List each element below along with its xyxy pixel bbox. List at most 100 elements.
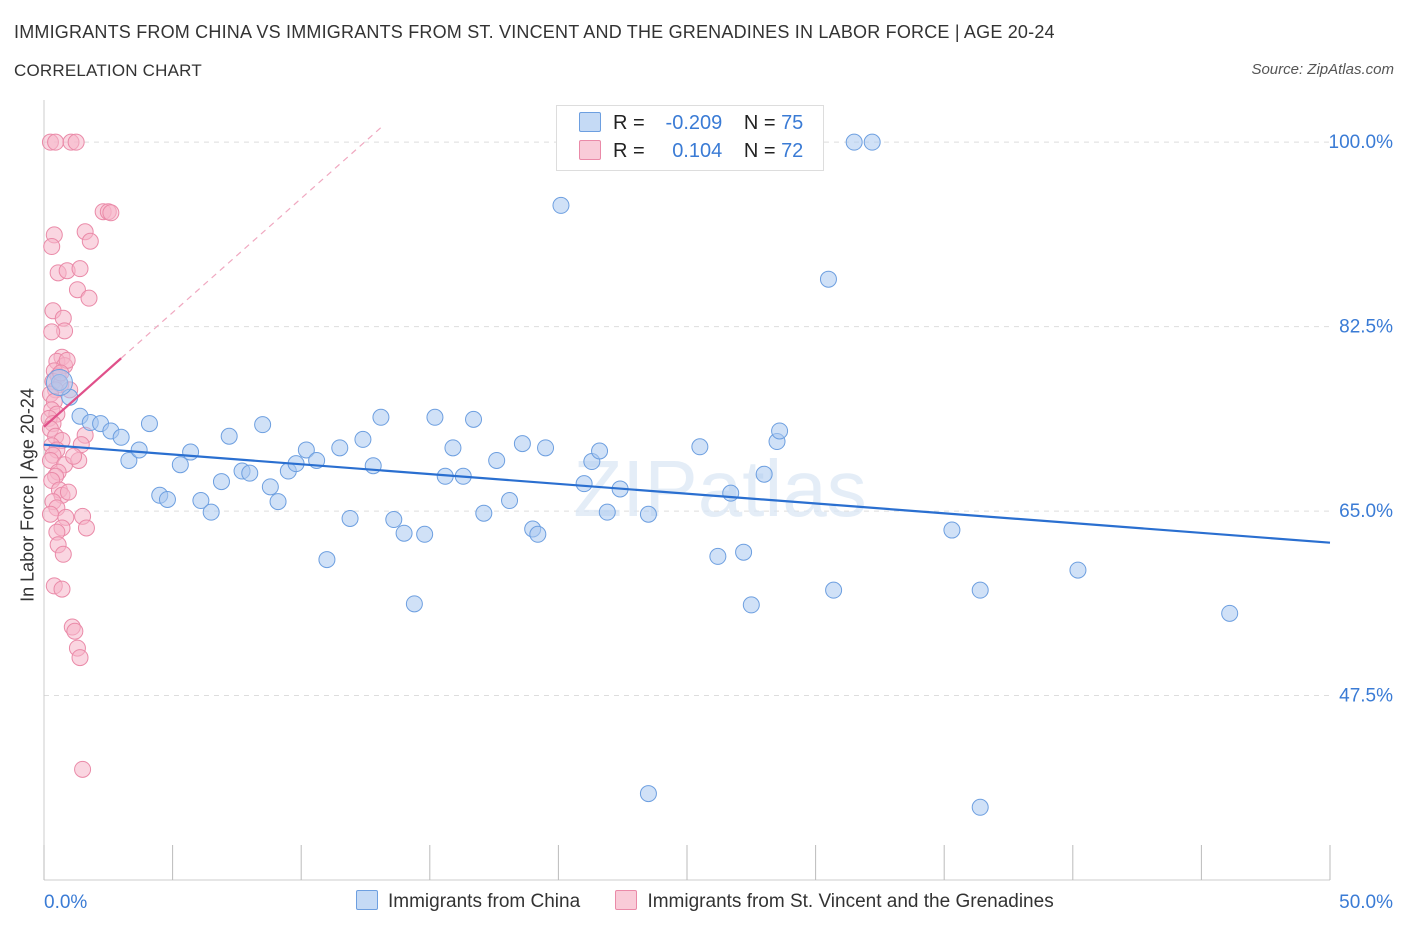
trendline-china: [43, 443, 1331, 544]
data-point-china: [639, 785, 657, 803]
data-point-svg: [71, 649, 89, 667]
series-legend: Immigrants from China Immigrants from St…: [356, 890, 1084, 913]
legend-item-svg: Immigrants from St. Vincent and the Gren…: [615, 890, 1054, 913]
data-point-china: [405, 595, 423, 613]
data-point-china: [465, 410, 483, 428]
data-point-china: [943, 521, 961, 539]
data-point-china: [513, 435, 531, 453]
data-point-svg: [54, 545, 72, 563]
data-point-svg: [43, 238, 61, 256]
data-point-china: [395, 524, 413, 542]
data-point-china: [112, 428, 130, 446]
data-point-china: [691, 438, 709, 456]
data-point-china: [261, 478, 279, 496]
data-point-china: [863, 133, 881, 151]
data-point-china: [575, 475, 593, 493]
data-point-china: [171, 456, 189, 474]
data-point-china: [709, 547, 727, 565]
data-point-svg: [77, 519, 95, 537]
data-point-svg: [53, 580, 71, 598]
legend-r-label: R =: [613, 112, 645, 134]
data-point-china: [444, 439, 462, 457]
data-point-china: [722, 484, 740, 502]
data-point-china: [971, 581, 989, 599]
legend-r-value-china: -0.209: [665, 112, 723, 134]
trendline-svg: [43, 357, 122, 428]
data-point-china: [254, 416, 272, 434]
series-svg-points: [40, 133, 120, 778]
data-point-svg: [80, 289, 98, 307]
data-point-china: [372, 408, 390, 426]
data-point-china: [318, 551, 336, 569]
data-point-china: [639, 505, 657, 523]
data-point-china: [755, 465, 773, 483]
trend-lines: [43, 125, 1331, 544]
data-point-china: [591, 442, 609, 460]
y-tick-label: 65.0%: [1339, 501, 1393, 522]
legend-swatch-china: [356, 890, 378, 910]
series-china-points: [45, 133, 1239, 816]
data-point-china-large: [45, 368, 73, 396]
data-point-china: [364, 457, 382, 475]
data-point-china: [825, 581, 843, 599]
data-point-china: [475, 504, 493, 522]
data-point-svg: [66, 622, 84, 640]
data-point-china: [331, 439, 349, 457]
legend-row-svg: R = 0.104 N = 72: [579, 140, 803, 166]
data-point-china: [130, 441, 148, 459]
data-point-svg: [74, 760, 92, 778]
data-point-china: [735, 543, 753, 561]
legend-n-label: N =: [743, 140, 776, 162]
data-point-china: [598, 503, 616, 521]
data-point-svg: [67, 133, 85, 151]
data-point-china: [341, 509, 359, 527]
data-point-china: [140, 415, 158, 433]
trendline-svg-extension: [120, 125, 383, 359]
data-point-svg: [81, 232, 99, 250]
data-point-china: [269, 493, 287, 511]
data-point-china: [182, 443, 200, 461]
grid-lines: [44, 141, 1330, 697]
legend-label-china: Immigrants from China: [388, 891, 581, 912]
data-point-china: [212, 473, 230, 491]
data-point-svg: [47, 133, 65, 151]
data-point-china: [537, 439, 555, 457]
data-point-china: [819, 270, 837, 288]
axes: [43, 100, 1331, 881]
data-point-svg: [71, 260, 89, 278]
data-point-china: [241, 464, 259, 482]
y-tick-label: 100.0%: [1329, 132, 1394, 153]
data-point-china: [426, 408, 444, 426]
legend-label-svg: Immigrants from St. Vincent and the Gren…: [647, 891, 1054, 912]
data-point-china: [385, 511, 403, 529]
legend-r-value-svg: 0.104: [672, 140, 723, 162]
data-point-china: [158, 490, 176, 508]
data-point-china: [501, 492, 519, 510]
legend-n-value-svg: 72: [781, 140, 804, 162]
legend-r-label: R =: [613, 140, 645, 162]
data-point-china: [742, 596, 760, 614]
data-point-svg: [102, 204, 120, 222]
legend-swatch-svg: [615, 890, 638, 910]
correlation-legend: R = -0.209 N = 75 R = 0.104 N = 72: [556, 105, 824, 171]
legend-swatch-svg: [579, 140, 601, 160]
data-point-china: [354, 430, 372, 448]
data-point-china: [552, 196, 570, 214]
data-point-china: [297, 441, 315, 459]
data-point-china: [529, 525, 547, 543]
legend-item-china: Immigrants from China: [356, 890, 580, 913]
source-label: Source: ZipAtlas.com: [1251, 61, 1394, 78]
data-point-china: [1069, 561, 1087, 579]
y-tick-label: 47.5%: [1339, 686, 1393, 707]
chart-title: IMMIGRANTS FROM CHINA VS IMMIGRANTS FROM…: [14, 22, 1055, 42]
data-point-china: [220, 427, 238, 445]
data-point-china: [488, 451, 506, 469]
chart-subtitle: CORRELATION CHART: [14, 61, 202, 80]
x-tick-label: 50.0%: [1339, 892, 1393, 913]
tick-labels: 47.5% 65.0% 82.5% 100.0% 0.0% 50.0%: [44, 132, 1393, 913]
data-point-china: [120, 451, 138, 469]
data-point-china: [416, 525, 434, 543]
y-tick-label: 82.5%: [1339, 317, 1393, 338]
data-point-svg: [68, 281, 86, 299]
